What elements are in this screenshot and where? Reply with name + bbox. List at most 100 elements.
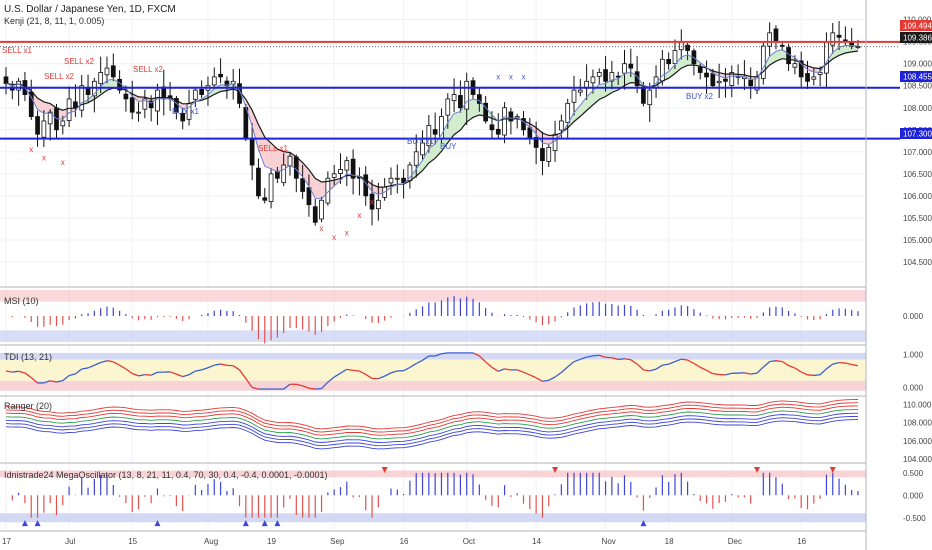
tdi-line-segment — [762, 361, 771, 368]
mega-buy-triangle — [34, 520, 41, 527]
candle-body — [672, 50, 678, 64]
price-tick-label: 106.500 — [903, 170, 932, 179]
candle-body — [192, 89, 198, 100]
tdi-line-segment — [624, 358, 631, 361]
candle-body — [319, 199, 324, 220]
tdi-line-segment — [775, 360, 783, 363]
panel-separators — [0, 0, 867, 550]
candle-body — [489, 124, 495, 131]
tdi-panel: 1.000 0.000 — [0, 351, 924, 392]
sell-signal-5: SELL x1 — [258, 144, 288, 153]
tdi-line-segment — [674, 358, 682, 363]
candle-body — [180, 113, 186, 122]
candle-body — [129, 97, 135, 113]
sell-marker: x — [332, 233, 336, 242]
time-axis[interactable]: 17 Jul 15 Aug 19 Sep 16 Oct 14 Nov 18 Dec 16 — [2, 537, 807, 546]
candle-body — [451, 94, 457, 102]
tdi-line-segment — [662, 363, 669, 366]
price-tick-label: 105.000 — [903, 236, 932, 245]
time-tick-label: Dec — [728, 537, 742, 546]
tdi-line-segment — [542, 379, 549, 382]
tdi-line-segment — [693, 362, 701, 368]
candle-body — [388, 177, 394, 184]
tdi-line-segment — [359, 370, 367, 375]
mega-buy-triangle — [242, 520, 249, 527]
candle-body — [628, 63, 634, 69]
candle-body — [123, 93, 129, 100]
tdi-line-segment — [554, 371, 562, 378]
tdi-line-segment — [12, 370, 19, 373]
tdi-line-segment — [365, 373, 373, 379]
mega-upper-zone — [0, 470, 866, 478]
price-tick-label: 108.500 — [903, 82, 932, 91]
candle-body — [521, 118, 526, 131]
tdi-line-segment — [611, 357, 619, 361]
cloud-segment — [207, 88, 215, 98]
tdi-line-segment — [655, 364, 663, 370]
tdi-line-segment — [81, 367, 89, 370]
main-grid — [0, 0, 866, 531]
time-tick-label: 14 — [532, 537, 541, 546]
candle-body — [413, 151, 419, 166]
sub-tick-label: 0.000 — [903, 312, 924, 321]
tdi-line-segment — [794, 367, 802, 373]
candle-body — [375, 199, 381, 210]
tdi-line-segment — [403, 366, 411, 372]
candle-body — [716, 80, 722, 84]
tdi-line-segment — [214, 363, 221, 366]
tdi-line-segment — [687, 359, 695, 364]
msi-label: MSI (10) — [4, 296, 39, 306]
tdi-line-segment — [599, 354, 606, 358]
price-tick-label: 108.000 — [903, 104, 932, 113]
tdi-label: TDI (13, 21) — [4, 352, 53, 362]
candle-body — [35, 116, 40, 135]
candle-body — [533, 137, 539, 148]
tdi-line-segment — [346, 368, 354, 372]
tdi-line-segment — [321, 381, 329, 390]
tdi-line-segment — [251, 386, 259, 390]
candle-body — [476, 94, 482, 104]
cloud-segment — [428, 143, 436, 164]
cloud-segment — [839, 45, 846, 56]
tdi-line-segment — [94, 361, 101, 366]
tdi-line-segment — [472, 352, 480, 357]
candle-body — [508, 111, 514, 122]
tdi-line-segment — [643, 369, 650, 372]
tdi-line-segment — [586, 355, 594, 358]
time-tick-label: 19 — [267, 537, 276, 546]
candle-body — [79, 85, 85, 111]
ranger-band-line — [5, 402, 859, 433]
tdi-line-segment — [819, 368, 827, 376]
candle-body — [559, 120, 564, 131]
tdi-line-segment — [302, 385, 310, 389]
tdi-line-segment — [68, 373, 76, 377]
cloud-segment — [712, 70, 720, 77]
tdi-line-segment — [327, 376, 335, 383]
tdi-line-segment — [668, 360, 676, 365]
tdi-line-segment — [5, 370, 13, 373]
candle-body — [28, 91, 34, 117]
candle-body — [41, 120, 47, 138]
candle-body — [218, 73, 223, 78]
tdi-line-segment — [245, 378, 253, 388]
candle-body — [502, 107, 507, 136]
tdi-line-segment — [390, 370, 398, 374]
candle-body — [609, 72, 615, 82]
cloud-segment — [624, 71, 631, 86]
cloud-segment — [37, 98, 44, 114]
tdi-line-segment — [138, 373, 145, 377]
tdi-line-segment — [353, 369, 360, 372]
tdi-line-segment — [106, 360, 114, 363]
tdi-line-segment — [845, 362, 852, 366]
time-tick-label: Sep — [330, 537, 345, 546]
tdi-line-segment — [409, 363, 417, 369]
sell-marker: x — [370, 198, 374, 207]
tdi-line-segment — [712, 373, 720, 376]
tdi-line-segment — [769, 360, 777, 363]
tdi-line-segment — [207, 364, 215, 369]
tdi-line-segment — [618, 358, 625, 361]
candle-body — [369, 193, 375, 210]
kenji-legend: Kenji (21, 8, 11, 1, 0.005) — [4, 16, 105, 26]
price-axis[interactable]: 110.000109.500109.000108.500108.000107.5… — [903, 16, 932, 267]
